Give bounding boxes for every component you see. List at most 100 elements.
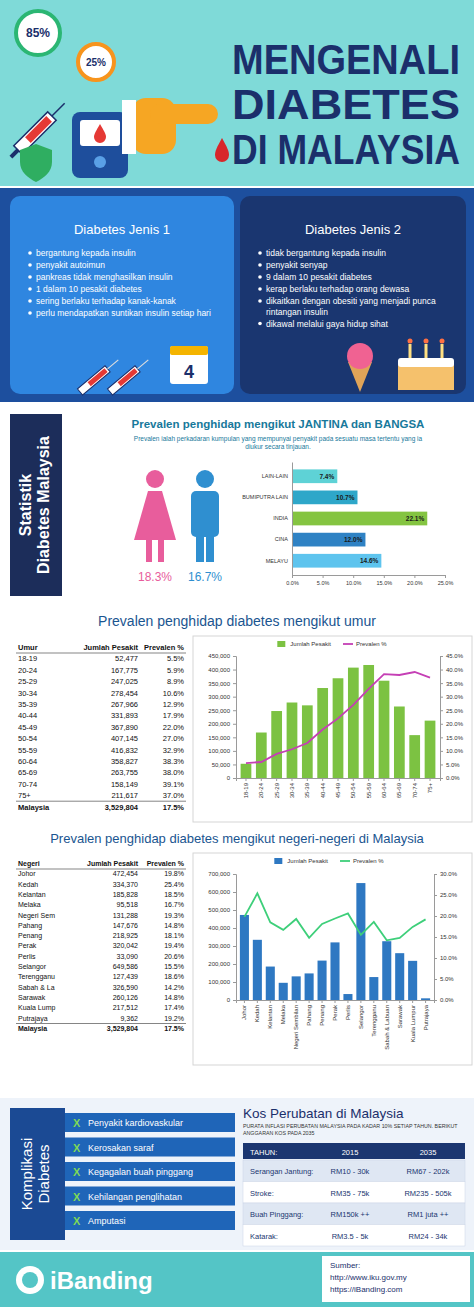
tick-mark <box>233 697 236 698</box>
table-cell: 131,288 <box>113 912 138 919</box>
costs-cell: Stroke: <box>250 1189 274 1198</box>
tick-label: BUMIPUTRA LAIN <box>242 494 288 500</box>
table-cell: 95,518 <box>117 901 139 908</box>
header-bg <box>0 0 474 186</box>
tick-label: 18-19 <box>243 782 249 798</box>
bars <box>292 469 427 567</box>
tick: BUMIPUTRA LAIN <box>242 494 292 500</box>
tick-label: 100,000 <box>208 979 230 985</box>
tick-label: 50-54 <box>350 782 356 798</box>
types-bg <box>0 188 474 402</box>
text-line: 1 dalam 10 pesakit diabetes <box>36 284 142 294</box>
tick-mark <box>233 724 236 725</box>
type-item: perlu mendapatkan suntikan insulin setia… <box>36 308 211 318</box>
table-rule <box>16 653 186 654</box>
bullet <box>28 275 32 279</box>
table-cell: 18.5% <box>164 891 184 898</box>
tick-label: 40.0% <box>446 667 464 673</box>
table-cell: 20.6% <box>164 953 184 960</box>
text-line: tidak bergantung kepada insulin <box>266 248 386 258</box>
header: 85%25%MENGENALIDIABETESDI MALAYSIA <box>0 0 474 186</box>
type-item: tidak bergantung kepada insulin <box>266 248 386 258</box>
legend-swatch <box>277 641 285 647</box>
y-axis: LAIN-LAINBUMIPUTRA LAININDIACINAMELAYU <box>242 463 292 576</box>
tick: Perak <box>332 1000 338 1021</box>
tick: Negeri Sembilan <box>293 1000 299 1049</box>
tick-label: 25-29 <box>274 782 280 798</box>
bar <box>292 491 357 505</box>
tick-mark <box>233 946 236 947</box>
table-cell: 10.6% <box>163 689 185 698</box>
table-cell: 45-49 <box>18 723 37 732</box>
tick-label: LAIN-LAIN <box>262 473 288 479</box>
section-subtitle: Prevalen ialah perkadaran kumpulan yang … <box>134 435 423 451</box>
tick-mark <box>434 979 437 980</box>
tick: 300,000 <box>208 694 236 700</box>
table-cell: Kelantan <box>18 891 46 898</box>
male-leg <box>196 534 204 562</box>
tick-label: 75+ <box>427 783 433 794</box>
tick-label: Putrajaya <box>423 1004 429 1030</box>
tick-label: 300,000 <box>208 694 230 700</box>
tick-mark <box>440 697 443 698</box>
bar <box>395 953 404 1000</box>
tick: 30.0% <box>440 694 464 700</box>
tick: Sabah & Labuan <box>384 1000 390 1050</box>
costs-header: 2015 <box>342 1148 359 1157</box>
table-cell: 35-39 <box>18 700 37 709</box>
tick-mark <box>434 958 437 959</box>
tick-label: Penang <box>319 1005 325 1026</box>
costs-cell: Buah Pinggang: <box>250 1210 303 1219</box>
tick: 60-64 <box>381 778 387 798</box>
bar <box>292 533 365 547</box>
tick-label: 20.0% <box>440 913 458 919</box>
tick-label: 250,000 <box>208 708 230 714</box>
tick: 500,000 <box>208 907 236 913</box>
table-cell: 12.9% <box>163 700 185 709</box>
bar <box>292 469 337 483</box>
table-header: Negeri <box>18 860 40 868</box>
tick: 40-44 <box>320 778 326 798</box>
text-line: rintangan insulin <box>266 307 328 317</box>
glucometer <box>72 112 128 178</box>
table-cell: 50-54 <box>18 734 37 743</box>
y-axis: 050,000100,000150,000200,000250,000300,0… <box>208 653 236 781</box>
tick-label: 450,000 <box>208 653 230 659</box>
table-cell: 649,586 <box>113 963 138 970</box>
table-cell: Perak <box>18 942 37 949</box>
badge-label: 85% <box>26 26 50 40</box>
syringe-needle <box>138 360 149 369</box>
bullet <box>28 251 32 255</box>
legend-swatch <box>343 643 353 645</box>
tick-label: 15.0% <box>446 735 464 741</box>
type-title: Diabetes Jenis 1 <box>74 222 170 237</box>
tick-mark <box>233 982 236 983</box>
tick-label: 150,000 <box>208 735 230 741</box>
tick-label: Negeri Sembilan <box>293 1005 299 1049</box>
tick-label: Melaka <box>280 1004 286 1024</box>
type-item: penyakit senyap <box>266 260 328 270</box>
bar <box>369 977 378 1000</box>
bar <box>408 961 417 1000</box>
tick-label: Kelantan <box>267 1005 273 1029</box>
table-cell: 30-34 <box>18 689 37 698</box>
cake-icing <box>398 358 454 367</box>
table-cell: 18.6% <box>164 973 184 980</box>
tick: 15.0% <box>376 575 392 586</box>
male-body <box>191 491 219 537</box>
costs-cell: RM235 - 505k <box>404 1189 451 1198</box>
table-cell: 211,617 <box>111 791 138 800</box>
table-cell: Selangor <box>18 963 47 971</box>
syringe-body <box>77 366 110 395</box>
badge <box>16 11 60 55</box>
tick: 25.0% <box>440 708 464 714</box>
data-label: 7.4% <box>319 473 334 480</box>
table-cell: 75+ <box>18 791 31 800</box>
complication-item: Amputasi <box>88 1216 126 1226</box>
item-bar <box>65 1162 235 1181</box>
calendar <box>170 346 208 384</box>
table-cell: 9,362 <box>120 1015 138 1022</box>
tick: 45.0% <box>440 653 464 659</box>
tick: Kedah <box>254 1000 260 1022</box>
legend-label: Prevalen % <box>353 858 384 864</box>
